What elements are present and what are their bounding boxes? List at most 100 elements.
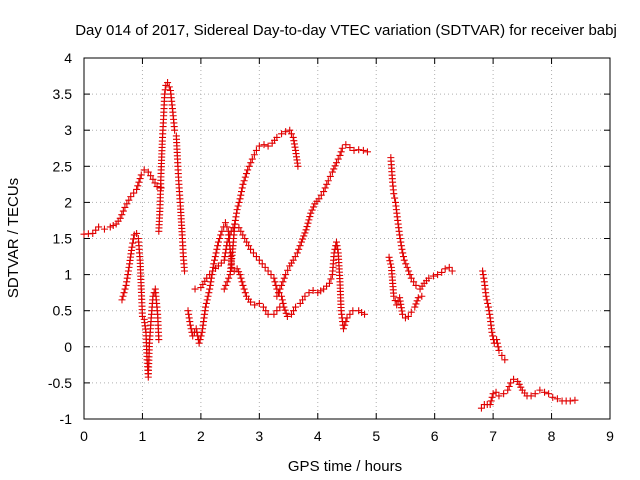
- arc-9-point: [399, 310, 407, 318]
- arc-9-point: [397, 304, 405, 312]
- arc-5-point: [346, 310, 354, 318]
- y-tick-label: 4: [64, 50, 72, 66]
- arc-6-point: [282, 128, 290, 136]
- arc-4-point: [259, 303, 267, 311]
- arc-10-point: [489, 332, 497, 340]
- arc-8-point: [425, 274, 433, 282]
- arc-7-point: [301, 229, 309, 237]
- arc-8-point: [403, 263, 411, 271]
- arc-11-point: [477, 404, 485, 412]
- arc-7-point: [286, 262, 294, 270]
- arc-2-point: [133, 229, 141, 237]
- arc-8-point: [405, 267, 413, 275]
- x-tick-label: 5: [372, 428, 380, 444]
- arc-9-point: [401, 314, 409, 322]
- arc-11-point: [504, 386, 512, 394]
- x-tick-label: 0: [80, 428, 88, 444]
- arc-2-point: [123, 278, 131, 286]
- arc-6-point: [233, 209, 241, 217]
- arc-7-point: [334, 155, 342, 163]
- arc-7-point: [284, 266, 292, 274]
- arc-4-point: [216, 235, 224, 242]
- arc-6-point: [245, 162, 253, 170]
- arc-6-point: [290, 137, 298, 145]
- arc-6-point: [278, 130, 286, 138]
- arc-5-point: [299, 296, 307, 304]
- data-points: [80, 79, 579, 412]
- arc-1-point: [119, 207, 127, 215]
- arc-4-point: [203, 296, 211, 304]
- arc-2-point: [123, 274, 131, 282]
- arc-6-point: [286, 126, 294, 134]
- arc-10-point: [480, 274, 488, 282]
- arc-11-point: [566, 397, 574, 405]
- arc-5-point: [191, 285, 199, 293]
- arc-11-point: [527, 392, 535, 400]
- arc-6-point: [232, 213, 240, 221]
- arc-5-point: [203, 274, 211, 282]
- arc-11-point: [486, 401, 494, 409]
- arc-9-point: [407, 308, 415, 316]
- x-tick-label: 8: [548, 428, 556, 444]
- arc-7-point: [321, 184, 329, 192]
- y-axis-label: SDTVAR / TECUs: [5, 178, 22, 298]
- arc-5-point: [287, 310, 295, 318]
- arc-7-point: [306, 213, 314, 221]
- arc-9-point: [390, 292, 398, 300]
- arc-6-point: [236, 195, 244, 203]
- arc-5-point: [267, 271, 275, 279]
- arc-4-point: [239, 281, 247, 289]
- arc-1-point: [123, 200, 131, 208]
- arc-1-point: [127, 193, 135, 201]
- y-tick-label: 3: [64, 122, 72, 138]
- arc-6-point: [290, 140, 298, 148]
- arc-7-point: [297, 238, 305, 246]
- arc-7-point: [279, 278, 287, 286]
- arc-4-point: [217, 231, 225, 239]
- arc-8-point: [441, 265, 449, 273]
- arc-2-point: [120, 289, 128, 297]
- arc-10-point: [485, 307, 493, 315]
- arc-6-point: [231, 220, 239, 228]
- arc-6-point: [220, 285, 228, 293]
- arc-2-point: [155, 336, 163, 344]
- arc-5-point: [258, 260, 266, 268]
- arc-6-point: [241, 173, 249, 181]
- arc-6-point: [234, 202, 242, 210]
- arc-5-point: [206, 271, 214, 279]
- arc-10-point: [479, 267, 487, 275]
- arc-6-point: [222, 281, 230, 289]
- arc-6-point: [247, 159, 255, 167]
- arc-5-point: [217, 259, 225, 267]
- arc-7-point: [304, 219, 312, 227]
- y-tick-label: 0.5: [53, 303, 73, 319]
- arc-4-point: [214, 242, 222, 250]
- arc-11-point: [571, 396, 579, 404]
- arc-4-point: [207, 278, 215, 286]
- arc-5-point: [281, 306, 289, 314]
- arc-5-point: [221, 249, 229, 257]
- arc-5-point: [264, 267, 272, 275]
- arc-4-point: [197, 332, 205, 340]
- arc-4-point: [195, 339, 203, 347]
- arc-4-point: [202, 303, 210, 311]
- arc-4-point: [223, 223, 231, 231]
- arc-9-point: [398, 307, 406, 315]
- arc-1-point: [130, 189, 138, 197]
- arc-9-point: [418, 292, 426, 300]
- arc-8-point: [438, 268, 446, 276]
- arc-7-point: [305, 216, 313, 224]
- arc-10-point: [482, 292, 490, 300]
- arc-7-point: [309, 203, 317, 211]
- arc-6-point: [255, 142, 263, 150]
- arc-4-point: [212, 249, 220, 257]
- arc-7-point: [320, 188, 328, 196]
- y-tick-label: 1: [64, 267, 72, 283]
- arc-4-point: [211, 253, 219, 261]
- arc-4-point: [206, 281, 214, 289]
- arc-5-point: [237, 227, 245, 235]
- arc-4-point: [211, 256, 219, 264]
- arc-2-point: [119, 292, 127, 300]
- arc-1-point: [151, 179, 159, 187]
- arc-10-point: [493, 336, 501, 344]
